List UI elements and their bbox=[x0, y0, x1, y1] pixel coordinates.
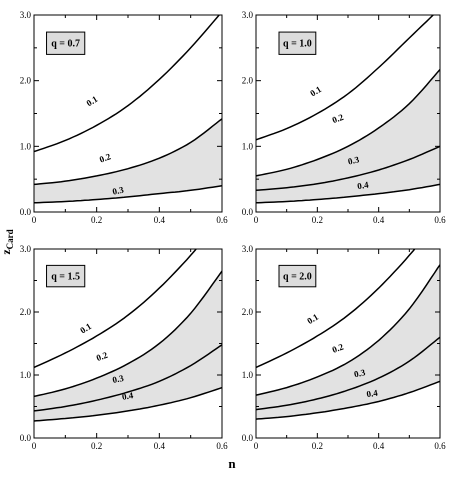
series-label: 0.3 bbox=[353, 367, 367, 379]
panel-label: q = 2.0 bbox=[283, 272, 312, 283]
series-label: 0.2 bbox=[331, 112, 345, 125]
y-axis-title-subscript: Card bbox=[5, 229, 15, 249]
y-tick-label: 3.0 bbox=[242, 10, 254, 20]
plot-area bbox=[34, 249, 222, 422]
panel-label: q = 0.7 bbox=[51, 39, 80, 50]
y-tick-label: 2.0 bbox=[20, 76, 32, 86]
series-label: 0.1 bbox=[305, 311, 320, 326]
y-tick-label: 0.0 bbox=[20, 433, 32, 443]
chart-panel: 0 0.2 0.4 0.60.01.02.03.0q = 1.50.10.20.30.… bbox=[20, 244, 228, 451]
series-label: 0.1 bbox=[308, 84, 323, 99]
series-label: 0.3 bbox=[111, 185, 125, 197]
y-tick-label: 0.0 bbox=[242, 207, 254, 217]
y-tick-label: 2.0 bbox=[20, 307, 32, 317]
x-tick-label: 0.4 bbox=[154, 441, 166, 451]
series-line bbox=[256, 264, 440, 396]
series-line bbox=[34, 15, 221, 153]
y-tick-label: 1.0 bbox=[20, 141, 32, 151]
y-tick-label: 3.0 bbox=[20, 10, 32, 20]
series-line bbox=[256, 145, 440, 192]
y-tick-label: 0.0 bbox=[242, 433, 254, 443]
x-tick-label: 0.2 bbox=[91, 215, 102, 225]
y-tick-label: 0.0 bbox=[20, 207, 32, 217]
series-line bbox=[256, 183, 440, 204]
series-label: 0.4 bbox=[121, 390, 134, 402]
series-line bbox=[256, 380, 440, 420]
x-tick-label: 0.4 bbox=[373, 441, 385, 451]
series-label: 0.1 bbox=[78, 321, 93, 336]
series-label: 0.2 bbox=[95, 350, 109, 363]
series-line bbox=[256, 15, 435, 141]
chart-panel: 0 0.2 0.4 0.6 0.0 1.0 2.0 3.0 q = 0.7 0.1 0.2 0.3 bbox=[20, 10, 228, 225]
series-line bbox=[34, 184, 222, 204]
y-tick-label: 1.0 bbox=[242, 370, 254, 380]
y-tick-label: 2.0 bbox=[242, 76, 254, 86]
series-line bbox=[34, 344, 222, 412]
panel-label-box bbox=[278, 264, 317, 288]
x-tick-label: 0.4 bbox=[154, 215, 166, 225]
series-line bbox=[34, 270, 222, 398]
series-line bbox=[256, 336, 440, 411]
series-label: 0.2 bbox=[331, 341, 345, 354]
x-tick-label: 0 bbox=[32, 441, 37, 451]
chart-panel: 0 0.2 0.4 0.6 0.0 1.0 2.0 3.0 q = 1.0 0.1 0.2 0.3 0.… bbox=[242, 10, 446, 225]
x-tick-label: 0.6 bbox=[434, 441, 446, 451]
x-tick-label: 0.2 bbox=[91, 441, 102, 451]
panel-label-box bbox=[278, 31, 317, 55]
plot-area bbox=[34, 15, 222, 204]
x-tick-label: 0.6 bbox=[434, 215, 446, 225]
shaded-region bbox=[256, 264, 440, 420]
x-tick-label: 0.6 bbox=[216, 215, 228, 225]
series-label: 0.3 bbox=[111, 373, 125, 385]
x-tick-label: 0.2 bbox=[312, 441, 323, 451]
x-tick-label: 0 bbox=[254, 441, 259, 451]
panel-label: q = 1.5 bbox=[51, 272, 80, 283]
shaded-region bbox=[34, 271, 222, 421]
x-tick-label: 0 bbox=[254, 215, 259, 225]
panel-label: q = 1.0 bbox=[283, 39, 312, 50]
plot-area bbox=[256, 249, 440, 420]
shaded-region bbox=[34, 118, 222, 203]
series-label: 0.2 bbox=[98, 151, 112, 164]
plot-area bbox=[256, 15, 440, 204]
shaded-region bbox=[256, 69, 440, 203]
series-line bbox=[34, 386, 222, 422]
chart-panels: 0 0.2 0.4 0.60.01.02.03.0q = 0.70.10.20.30 0… bbox=[20, 10, 446, 451]
y-tick-label: 1.0 bbox=[242, 141, 254, 151]
series-label: 0.4 bbox=[366, 388, 379, 400]
y-tick-label: 1.0 bbox=[20, 370, 32, 380]
y-tick-label: 3.0 bbox=[20, 244, 32, 254]
x-tick-label: 0.4 bbox=[373, 215, 385, 225]
y-axis-title-main: z bbox=[0, 249, 13, 255]
panel-label-box bbox=[46, 264, 86, 288]
x-tick-label: 0.6 bbox=[216, 441, 228, 451]
panel-label-box bbox=[46, 31, 86, 55]
x-tick-label: 0 bbox=[32, 215, 37, 225]
series-line bbox=[256, 249, 416, 369]
series-line bbox=[34, 249, 198, 369]
series-label: 0.4 bbox=[357, 180, 370, 192]
series-label: 0.1 bbox=[85, 94, 100, 109]
series-label: 0.3 bbox=[347, 154, 361, 166]
svg-text:zCard: zCard bbox=[0, 229, 15, 254]
chart-panel: 0 0.2 0.4 0.6 0.0 1.0 2.0 3.0 q = 2.0 0.1 0.2 0.3 0.… bbox=[242, 244, 446, 451]
x-tick-label: 0.2 bbox=[312, 215, 323, 225]
y-tick-label: 2.0 bbox=[242, 307, 254, 317]
series-line bbox=[256, 69, 440, 177]
series-line bbox=[34, 118, 222, 186]
y-axis-title: zCard bbox=[0, 229, 15, 254]
x-axis-title: n bbox=[228, 456, 236, 471]
y-tick-label: 3.0 bbox=[242, 244, 254, 254]
